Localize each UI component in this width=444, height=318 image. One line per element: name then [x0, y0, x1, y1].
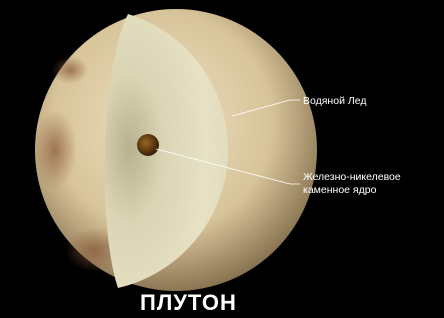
label: Железно-никелевое	[303, 171, 401, 183]
surface-patch	[33, 110, 77, 190]
core	[137, 134, 159, 156]
diagram: Водяной Лед Железно-никелевое каменное я…	[0, 0, 444, 318]
page: Водяной Лед Железно-никелевое каменное я…	[0, 0, 444, 318]
label: каменное ядро	[303, 184, 377, 196]
surface-patch	[52, 56, 88, 84]
label: Водяной Лед	[303, 95, 366, 107]
title: ПЛУТОН	[140, 290, 237, 315]
